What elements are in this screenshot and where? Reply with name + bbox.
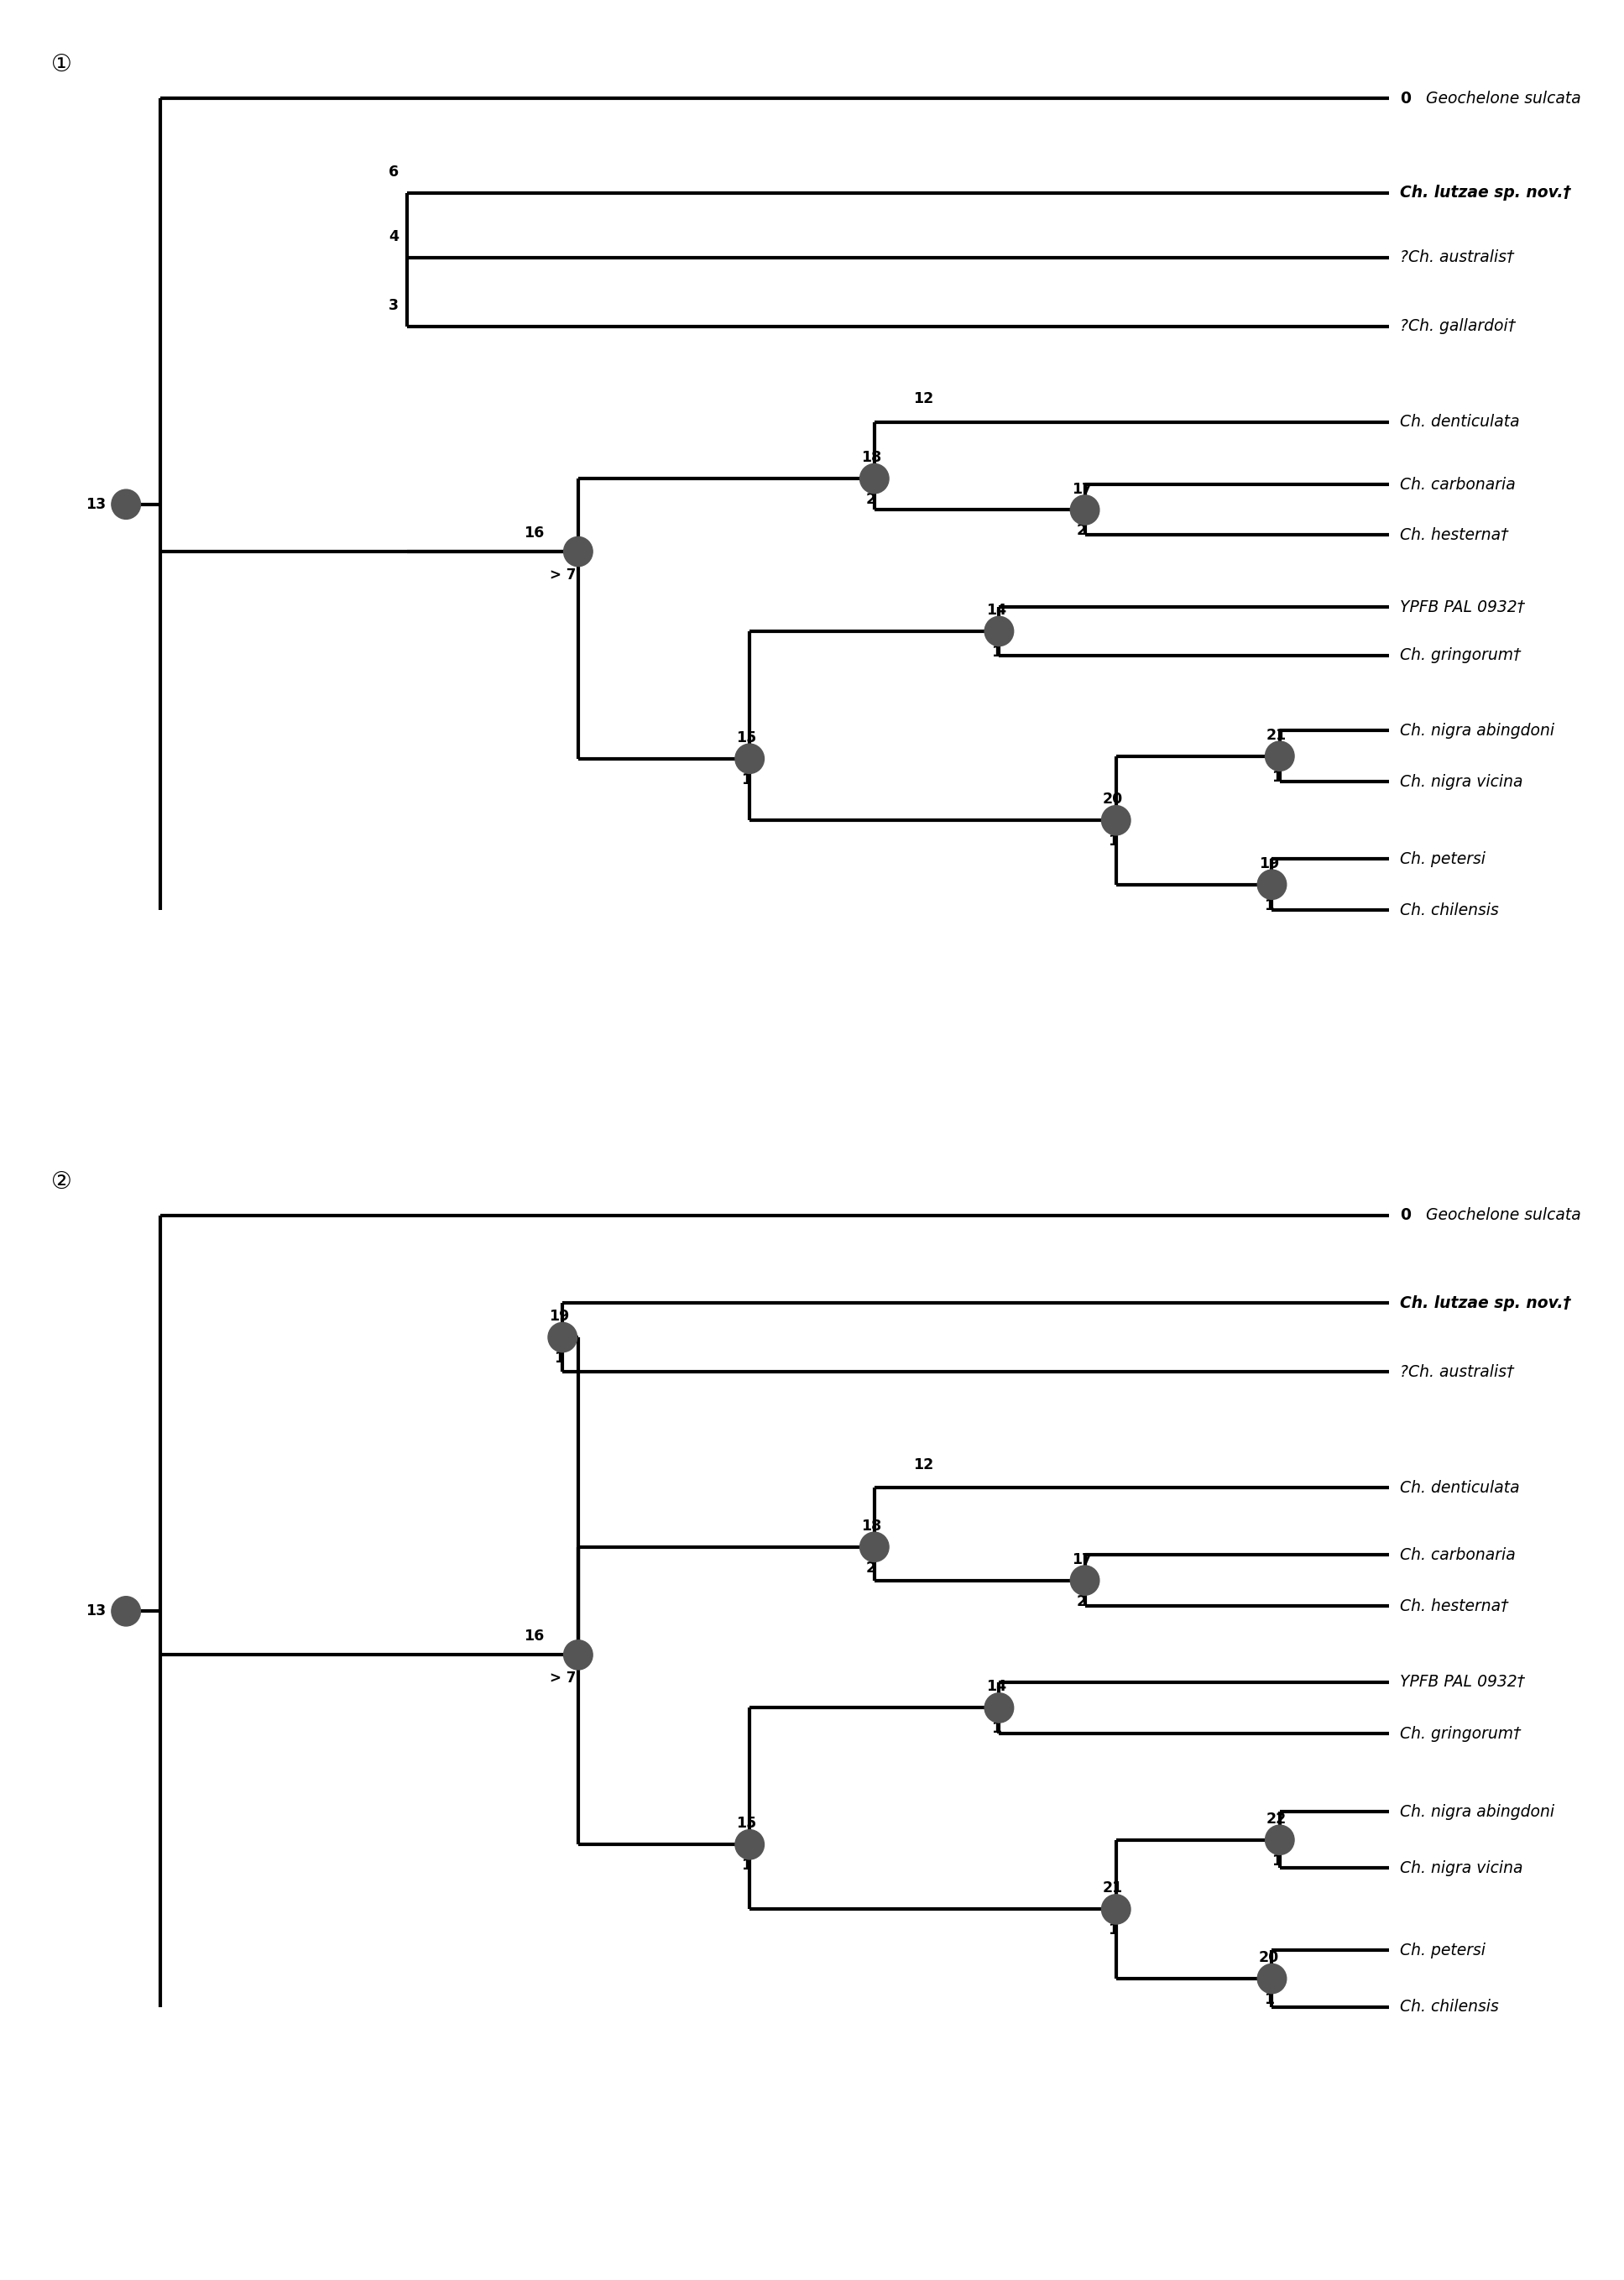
- Ellipse shape: [1101, 1895, 1130, 1924]
- Text: 0: 0: [1400, 91, 1411, 107]
- Ellipse shape: [112, 490, 141, 520]
- Text: 20: 20: [1103, 791, 1124, 807]
- Text: 17: 17: [1072, 1553, 1091, 1566]
- Text: 14: 14: [986, 602, 1007, 618]
- Ellipse shape: [1257, 1963, 1286, 1993]
- Text: YPFB PAL 0932†: YPFB PAL 0932†: [1400, 600, 1525, 616]
- Ellipse shape: [1070, 1566, 1099, 1596]
- Text: Ch. denticulata: Ch. denticulata: [1400, 1480, 1520, 1496]
- Text: 1: 1: [1108, 1922, 1117, 1938]
- Text: 12: 12: [913, 392, 934, 406]
- Text: Ch. chilensis: Ch. chilensis: [1400, 903, 1499, 919]
- Text: Ch. lutzae sp. nov.†: Ch. lutzae sp. nov.†: [1400, 185, 1570, 201]
- Text: 2: 2: [866, 492, 877, 506]
- Text: 1: 1: [742, 773, 752, 787]
- Text: 16: 16: [523, 1628, 544, 1644]
- Text: 19: 19: [1259, 855, 1280, 871]
- Text: Ch. petersi: Ch. petersi: [1400, 850, 1486, 866]
- Text: 13: 13: [86, 1603, 106, 1619]
- Text: 22: 22: [1267, 1810, 1286, 1826]
- Text: Ch. petersi: Ch. petersi: [1400, 1943, 1486, 1959]
- Text: 19: 19: [549, 1309, 570, 1325]
- Text: 13: 13: [86, 497, 106, 513]
- Text: Ch. lutzae sp. nov.†: Ch. lutzae sp. nov.†: [1400, 1295, 1570, 1311]
- Text: 2: 2: [1077, 524, 1086, 538]
- Text: 1: 1: [1263, 1993, 1273, 2006]
- Text: 1: 1: [554, 1350, 565, 1366]
- Ellipse shape: [1070, 495, 1099, 524]
- Text: Ch. hesterna†: Ch. hesterna†: [1400, 527, 1509, 543]
- Text: > 7: > 7: [549, 1671, 577, 1685]
- Text: 1: 1: [1272, 771, 1281, 784]
- Text: 4: 4: [388, 228, 400, 244]
- Text: 14: 14: [986, 1680, 1007, 1694]
- Text: 2: 2: [1077, 1594, 1086, 1610]
- Text: Ch. carbonaria: Ch. carbonaria: [1400, 477, 1515, 492]
- Text: YPFB PAL 0932†: YPFB PAL 0932†: [1400, 1674, 1525, 1689]
- Text: 17: 17: [1072, 481, 1091, 497]
- Text: 18: 18: [861, 449, 882, 465]
- Text: Ch. gringorum†: Ch. gringorum†: [1400, 648, 1522, 663]
- Text: 1: 1: [1263, 898, 1273, 912]
- Text: ?Ch. gallardoi†: ?Ch. gallardoi†: [1400, 319, 1515, 335]
- Ellipse shape: [112, 1596, 141, 1626]
- Ellipse shape: [564, 536, 593, 565]
- Text: 21: 21: [1267, 727, 1286, 743]
- Text: Ch. hesterna†: Ch. hesterna†: [1400, 1598, 1509, 1614]
- Ellipse shape: [564, 1639, 593, 1669]
- Text: > 7: > 7: [549, 568, 577, 581]
- Text: 1: 1: [991, 1721, 1000, 1737]
- Text: 15: 15: [736, 1817, 757, 1831]
- Text: Ch. nigra vicina: Ch. nigra vicina: [1400, 1860, 1523, 1876]
- Ellipse shape: [1101, 805, 1130, 834]
- Ellipse shape: [1265, 1824, 1294, 1854]
- Text: 16: 16: [523, 524, 544, 540]
- Ellipse shape: [1257, 869, 1286, 898]
- Text: Ch. nigra vicina: Ch. nigra vicina: [1400, 773, 1523, 789]
- Ellipse shape: [984, 616, 1013, 645]
- Text: 3: 3: [388, 299, 400, 312]
- Text: 1: 1: [742, 1858, 752, 1874]
- Text: Geochelone sulcata: Geochelone sulcata: [1426, 1208, 1582, 1224]
- Text: 1: 1: [1108, 834, 1117, 848]
- Ellipse shape: [859, 1532, 888, 1562]
- Text: 21: 21: [1103, 1881, 1124, 1897]
- Ellipse shape: [736, 1831, 765, 1860]
- Text: ①: ①: [52, 52, 71, 78]
- Text: Ch. nigra abingdoni: Ch. nigra abingdoni: [1400, 723, 1554, 739]
- Ellipse shape: [984, 1694, 1013, 1724]
- Text: ?Ch. australis†: ?Ch. australis†: [1400, 1363, 1514, 1379]
- Ellipse shape: [859, 463, 888, 492]
- Text: Ch. chilensis: Ch. chilensis: [1400, 2000, 1499, 2016]
- Text: Geochelone sulcata: Geochelone sulcata: [1426, 91, 1582, 107]
- Text: Ch. gringorum†: Ch. gringorum†: [1400, 1726, 1522, 1742]
- Text: 12: 12: [913, 1457, 934, 1473]
- Text: 1: 1: [991, 645, 1000, 659]
- Text: 0: 0: [1400, 1208, 1411, 1224]
- Text: Ch. denticulata: Ch. denticulata: [1400, 415, 1520, 431]
- Text: 15: 15: [736, 730, 757, 746]
- Text: Ch. carbonaria: Ch. carbonaria: [1400, 1546, 1515, 1562]
- Text: ②: ②: [52, 1170, 71, 1195]
- Ellipse shape: [736, 743, 765, 773]
- Text: 2: 2: [866, 1560, 877, 1575]
- Text: 20: 20: [1259, 1949, 1280, 1965]
- Text: 1: 1: [1272, 1854, 1281, 1867]
- Text: Ch. nigra abingdoni: Ch. nigra abingdoni: [1400, 1803, 1554, 1819]
- Ellipse shape: [1265, 741, 1294, 771]
- Text: 18: 18: [861, 1518, 882, 1534]
- Text: 6: 6: [388, 164, 400, 180]
- Text: ?Ch. australis†: ?Ch. australis†: [1400, 251, 1514, 264]
- Ellipse shape: [547, 1322, 577, 1352]
